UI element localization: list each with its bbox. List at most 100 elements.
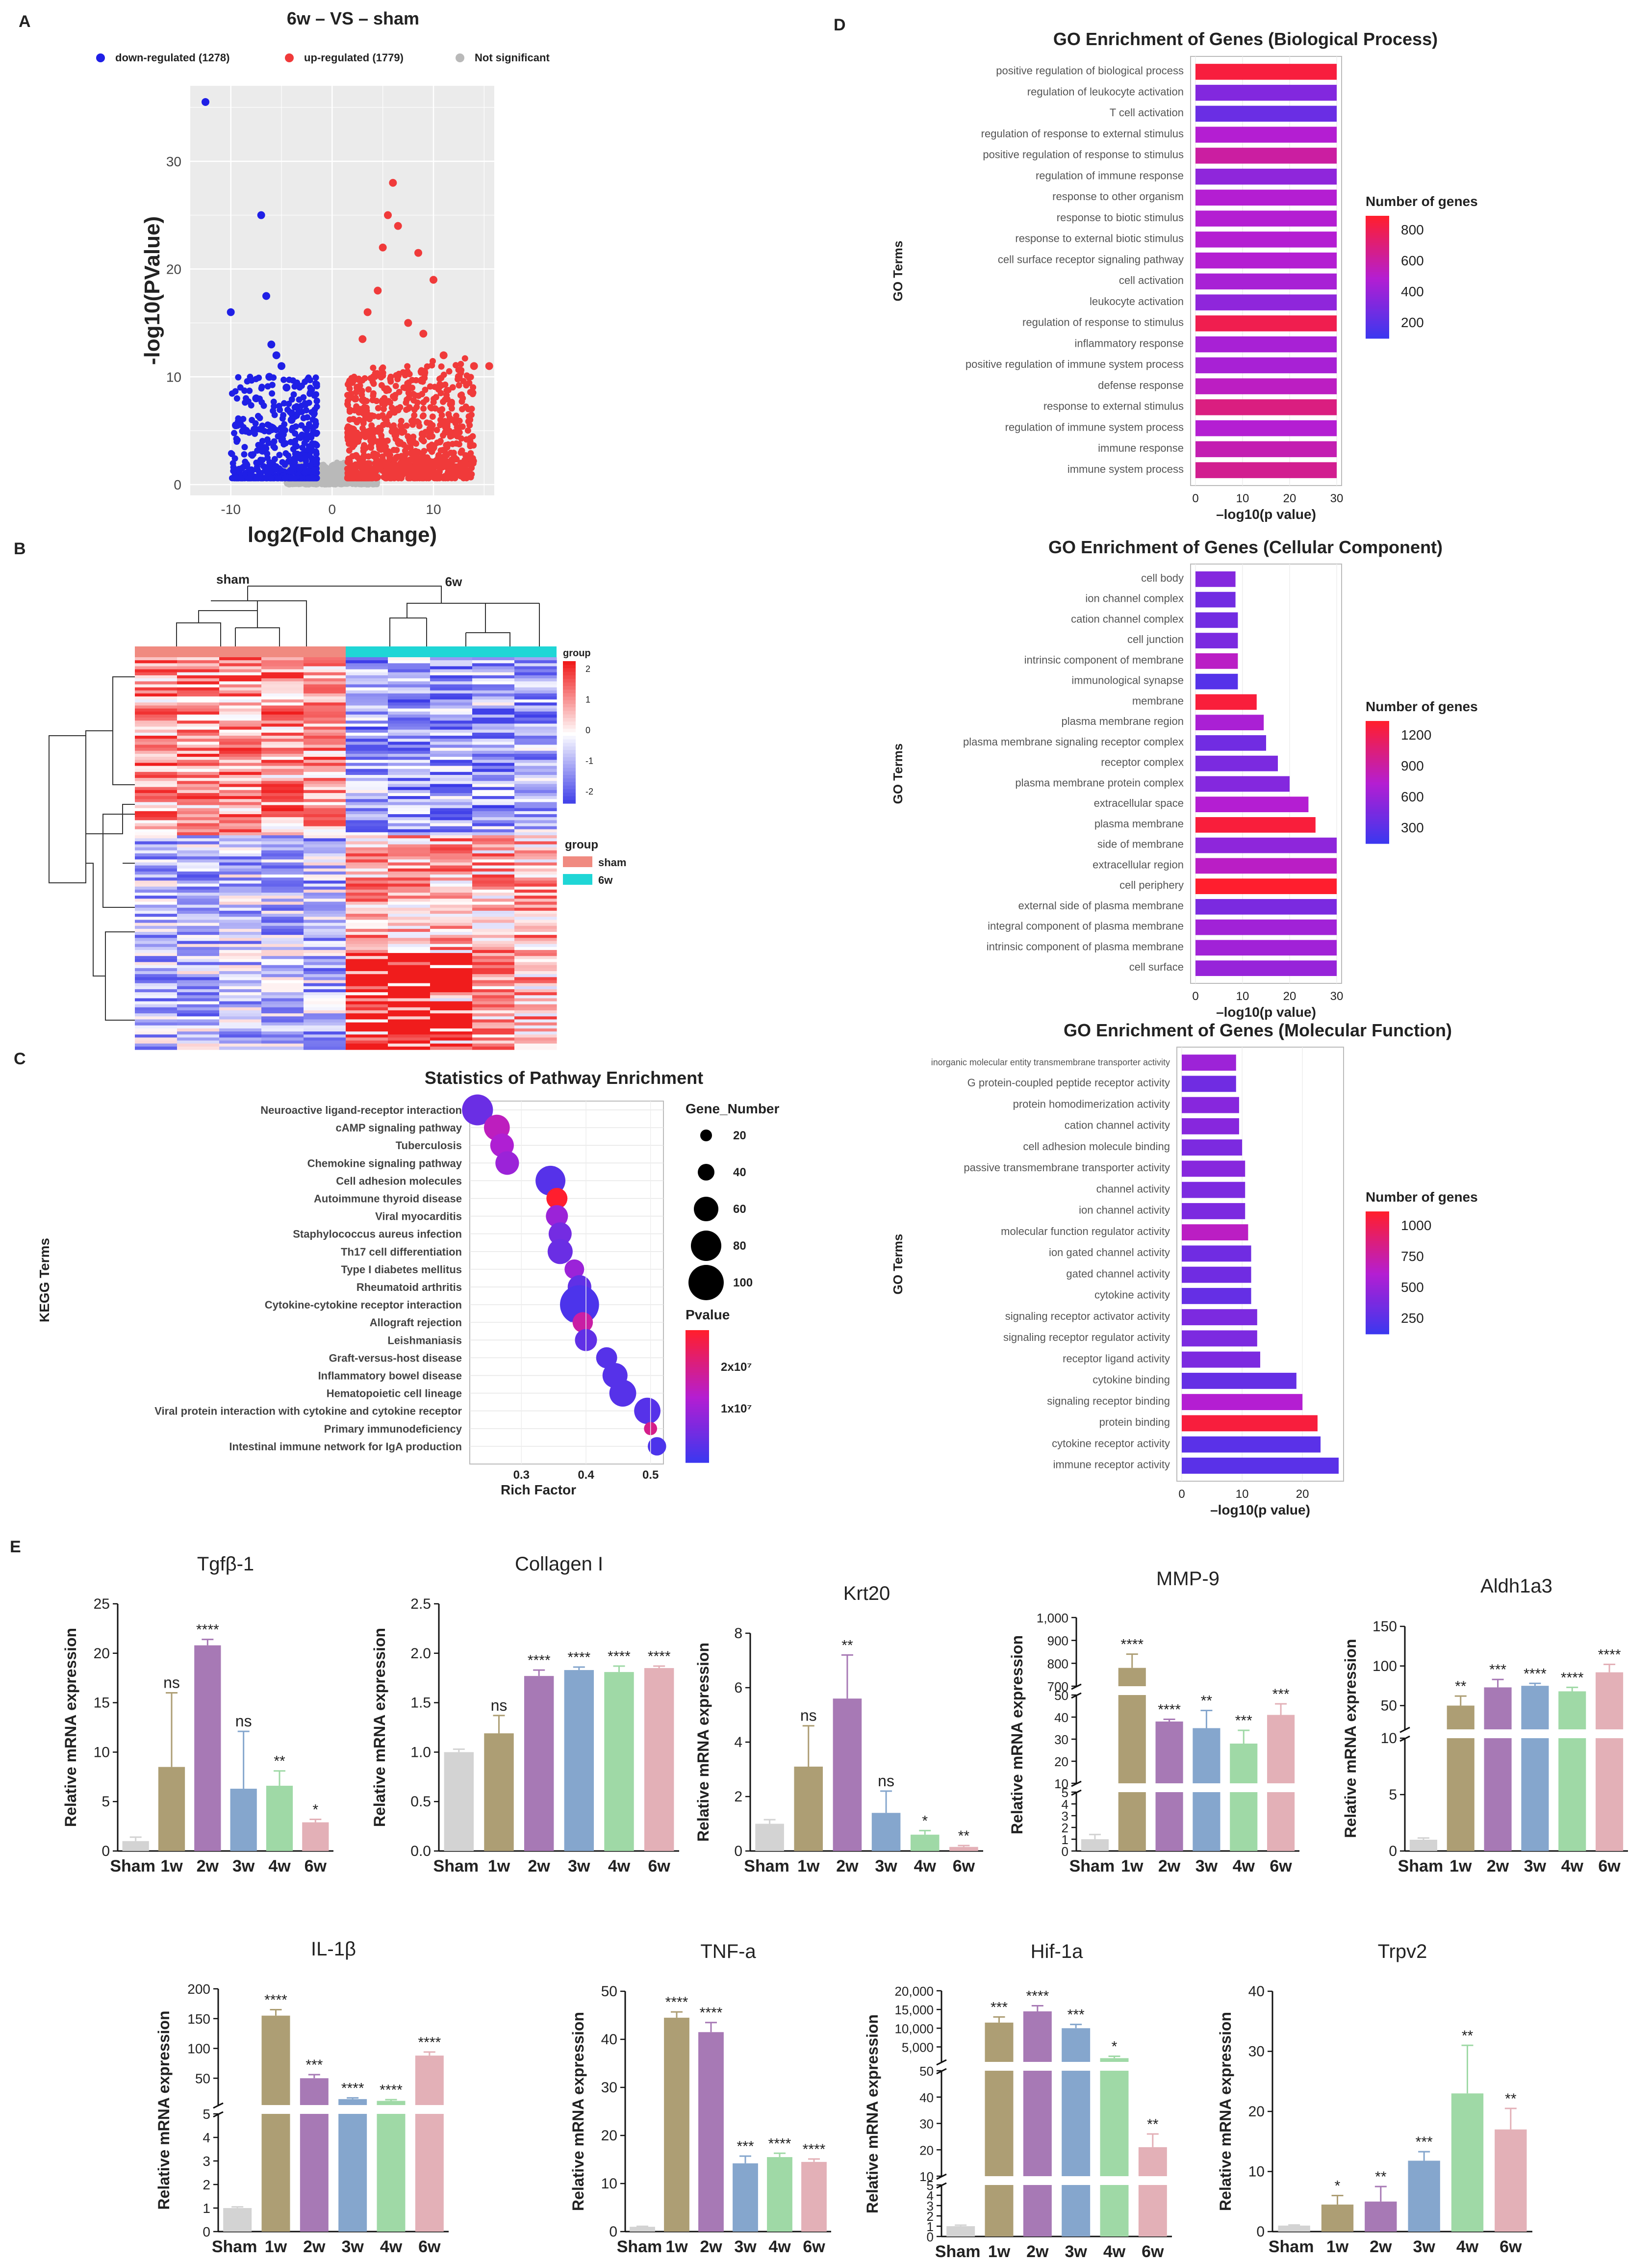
heatmap-cell bbox=[346, 1001, 388, 1005]
go_bp-bar bbox=[1195, 441, 1337, 458]
go_mf-bar bbox=[1182, 1054, 1236, 1071]
mmp9-y-tick: 50 bbox=[1054, 1688, 1068, 1703]
heatmap-cell bbox=[346, 660, 388, 664]
volcano-point bbox=[305, 421, 312, 428]
heatmap-cell bbox=[304, 660, 346, 664]
heatmap-cell bbox=[514, 823, 557, 827]
volcano-point bbox=[271, 444, 278, 451]
heatmap-cell bbox=[514, 720, 557, 724]
volcano-point bbox=[367, 375, 374, 382]
heatmap-cell bbox=[430, 838, 473, 842]
volcano-point bbox=[391, 395, 398, 402]
heatmap-cell bbox=[514, 766, 557, 770]
go_mf-legend-swatch bbox=[1366, 1287, 1389, 1290]
heatmap-cell bbox=[135, 1046, 178, 1050]
volcano-point bbox=[373, 456, 380, 463]
go_mf-term-label: signaling receptor activator activity bbox=[1005, 1310, 1170, 1322]
heatmap-scale-swatch bbox=[563, 668, 576, 672]
heatmap-cell bbox=[472, 893, 515, 896]
go_bp-term-label: T cell activation bbox=[1110, 106, 1184, 119]
il1b-y-tick: 1 bbox=[203, 2201, 210, 2216]
heatmap-cell bbox=[261, 920, 304, 924]
heatmap-cell bbox=[219, 968, 262, 972]
heatmap-cell bbox=[346, 1040, 388, 1044]
volcano-point bbox=[251, 425, 258, 432]
heatmap-cell bbox=[304, 865, 346, 869]
heatmap-cell bbox=[177, 672, 220, 676]
heatmap-cell bbox=[219, 971, 262, 975]
heatmap-cell bbox=[261, 747, 304, 751]
heatmap-cell bbox=[304, 917, 346, 920]
go_bp-term-label: response to biotic stimulus bbox=[1057, 211, 1184, 224]
heatmap-cell bbox=[219, 1046, 262, 1050]
heatmap-cell bbox=[346, 769, 388, 772]
go_bp-bar bbox=[1195, 315, 1337, 332]
volcano-point bbox=[379, 365, 385, 372]
collagen1-y-tick: 0.5 bbox=[410, 1794, 431, 1810]
heatmap-cell bbox=[135, 977, 178, 981]
heatmap-cell bbox=[472, 745, 515, 748]
tgfb1-significance: ns bbox=[163, 1673, 180, 1691]
go_bp-legend-swatch bbox=[1366, 324, 1389, 327]
go_cc-x-tick: 30 bbox=[1330, 990, 1344, 1003]
go_cc-legend-swatch bbox=[1366, 763, 1389, 766]
heatmap-cell bbox=[472, 935, 515, 938]
heatmap-cell bbox=[135, 920, 178, 924]
go_mf-title: GO Enrichment of Genes (Molecular Functi… bbox=[1064, 1020, 1452, 1040]
go_mf-bar bbox=[1182, 1330, 1257, 1347]
heatmap-cell bbox=[346, 723, 388, 727]
heatmap-cell bbox=[472, 880, 515, 884]
go_mf-term-label: inorganic molecular entity transmembrane… bbox=[931, 1057, 1170, 1067]
go_bp-x-tick: 10 bbox=[1236, 492, 1249, 505]
heatmap-cell bbox=[261, 814, 304, 818]
heatmap-cell bbox=[346, 950, 388, 953]
heatmap-cell bbox=[346, 835, 388, 839]
heatmap-cell bbox=[430, 901, 473, 905]
volcano-point bbox=[466, 471, 473, 478]
heatmap-cell bbox=[135, 974, 178, 977]
volcano-point bbox=[270, 398, 277, 405]
heatmap-cell bbox=[430, 826, 473, 830]
panel-label-A: A bbox=[19, 12, 31, 31]
il1b-x-tick: Sham bbox=[212, 2237, 257, 2256]
heatmap-scale-swatch bbox=[563, 739, 576, 744]
heatmap-cell bbox=[388, 745, 431, 748]
volcano-point bbox=[391, 407, 398, 413]
heatmap-cell bbox=[304, 805, 346, 809]
aldh1a3-bar bbox=[1521, 1686, 1549, 1729]
heatmap-cell bbox=[430, 868, 473, 872]
volcano-point bbox=[467, 374, 474, 381]
heatmap-legend-swatch bbox=[563, 856, 592, 867]
heatmap-cell bbox=[388, 826, 431, 830]
heatmap-cell bbox=[346, 1025, 388, 1029]
heatmap-cell bbox=[472, 944, 515, 948]
heatmap-cell bbox=[514, 711, 557, 715]
heatmap-cell bbox=[219, 910, 262, 914]
heatmap-cell bbox=[177, 657, 220, 661]
heatmap-cell bbox=[514, 917, 557, 920]
heatmap-cell bbox=[304, 702, 346, 706]
heatmap-cell bbox=[514, 835, 557, 839]
heatmap-cell bbox=[135, 826, 178, 830]
heatmap-cell bbox=[135, 714, 178, 718]
heatmap-cell bbox=[135, 932, 178, 935]
go_bp-legend-swatch bbox=[1366, 248, 1389, 251]
kegg-color-swatch bbox=[686, 1335, 709, 1338]
kegg-size-legend-label: 100 bbox=[733, 1276, 753, 1289]
heatmap-cell bbox=[430, 669, 473, 673]
heatmap-cell bbox=[261, 1010, 304, 1014]
volcano-point bbox=[466, 422, 473, 429]
go_mf-x-tick: 20 bbox=[1296, 1488, 1309, 1501]
heatmap-cell bbox=[430, 811, 473, 815]
go_cc-legend-tick: 900 bbox=[1401, 758, 1424, 773]
heatmap-cell bbox=[219, 817, 262, 821]
heatmap-cell bbox=[261, 775, 304, 778]
heatmap-cell bbox=[388, 850, 431, 854]
heatmap-cell bbox=[472, 959, 515, 963]
panel-label-B: B bbox=[14, 540, 26, 558]
tgfb1-significance: **** bbox=[196, 1622, 219, 1638]
heatmap-cell bbox=[430, 968, 473, 972]
heatmap-cell bbox=[472, 883, 515, 887]
heatmap-cell bbox=[135, 844, 178, 848]
heatmap-cell bbox=[177, 850, 220, 854]
